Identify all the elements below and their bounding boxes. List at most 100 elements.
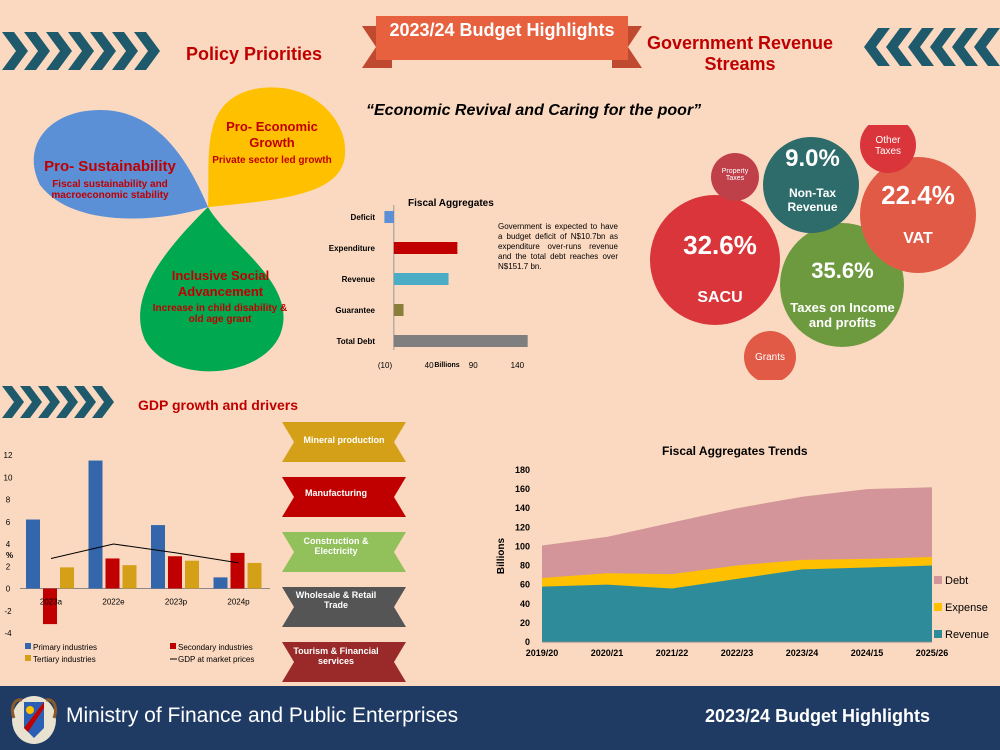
trend-ylabel: Billions — [496, 538, 507, 575]
fiscal-tick: 140 — [511, 361, 525, 370]
trend-ytick: 160 — [515, 484, 530, 494]
gdp-ytick: -4 — [4, 629, 12, 638]
driver-wholesale: Wholesale & Retail Trade — [295, 590, 377, 610]
gdp-ytick: 2 — [6, 562, 11, 571]
vat-pct: 22.4% — [881, 180, 955, 210]
fiscal-bar — [393, 273, 449, 285]
fiscal-bar — [393, 335, 528, 347]
gdp-bar — [230, 552, 245, 589]
gdp-ytick: -2 — [4, 607, 12, 616]
trend-legend-label: Revenue — [945, 629, 989, 641]
trend-xtick: 2020/21 — [591, 648, 624, 658]
footer-bar: Ministry of Finance and Public Enterpris… — [0, 686, 1000, 750]
gdp-chart: 12 10 8 6 4 2 0 -2 -4% 2023a 2022e 2023p 2024p Primar… — [4, 451, 270, 664]
driver-tourism: Tourism & Financial services — [293, 646, 379, 666]
trend-legend-swatch — [934, 630, 942, 638]
bubble-vat — [860, 157, 976, 273]
gdp-legend-swatch — [25, 655, 31, 661]
trend-xtick: 2022/23 — [721, 648, 754, 658]
trend-ytick: 0 — [525, 637, 530, 647]
revenue-title: Government Revenue Streams — [646, 33, 834, 74]
slogan: “Economic Revival and Caring for the poo… — [366, 102, 702, 119]
driver-banner — [282, 642, 406, 682]
fiscal-cat-label: Expenditure — [329, 244, 376, 253]
gdp-ytick: 10 — [4, 473, 13, 482]
policy-title: Policy Priorities — [186, 44, 323, 64]
bubble-sacu — [650, 195, 780, 325]
gdp-legend-label: Secondary industries — [178, 643, 253, 652]
trend-ytick: 60 — [520, 580, 530, 590]
footer-ministry-text: Ministry of Finance and Public Enterpris… — [66, 704, 459, 727]
driver-mineral: Mineral production — [303, 435, 385, 445]
trend-ytick: 20 — [520, 618, 530, 628]
gdp-ytick: 6 — [6, 518, 11, 527]
gdp-legend-label: Primary industries — [33, 643, 97, 652]
gdp-ytick: 8 — [6, 496, 11, 505]
petal-2-sub: Private sector led growth — [212, 155, 332, 166]
ribbon-title: 2023/24 Budget Highlights — [389, 20, 615, 40]
bubble-other-taxes — [860, 125, 916, 173]
sacu-pct: 32.6% — [683, 230, 757, 260]
petal-social — [140, 207, 284, 372]
gdp-chevrons-icon — [2, 386, 114, 418]
trends-title: Fiscal Aggregates Trends — [662, 444, 808, 458]
nontax-pct: 9.0% — [785, 145, 840, 172]
fiscal-cat-label: Deficit — [351, 213, 376, 222]
trend-legend-swatch — [934, 603, 942, 611]
driver-construction: Construction & Electricity — [303, 536, 369, 556]
title-ribbon — [362, 16, 642, 68]
petal-sustainability — [33, 110, 208, 219]
gdp-bar — [247, 562, 262, 589]
gdp-bar — [105, 558, 120, 589]
bubble-income-tax — [780, 223, 904, 347]
trend-ytick: 180 — [515, 465, 530, 475]
gdp-bar — [60, 567, 74, 589]
gdp-xtick: 2023a — [40, 598, 63, 607]
fiscal-cat-label: Guarantee — [335, 306, 375, 315]
fiscal-bar — [393, 304, 404, 316]
gdp-xtick: 2024p — [227, 598, 250, 607]
trend-area-revenue — [542, 565, 932, 642]
petal-1-title: Pro- Sustainability — [44, 158, 176, 175]
revenue-bubbles — [650, 125, 976, 380]
nontax-label: Non-Tax Revenue — [787, 186, 838, 214]
gdp-legend-swatch — [170, 643, 176, 649]
gdp-bar — [88, 460, 103, 589]
gdp-title: GDP growth and drivers — [138, 397, 298, 413]
trend-xtick: 2021/22 — [656, 648, 689, 658]
petal-growth — [208, 87, 346, 207]
trend-xtick: 2019/20 — [526, 648, 559, 658]
gdp-bar — [26, 519, 40, 589]
gdp-ytick: 0 — [6, 585, 11, 594]
fiscal-bar — [384, 211, 394, 223]
fiscal-tick: 90 — [469, 361, 478, 370]
trend-ytick: 140 — [515, 503, 530, 513]
trend-legend-label: Debt — [945, 575, 968, 587]
petal-3-sub: Increase in child disability & old age g… — [152, 303, 288, 325]
trend-legend-swatch — [934, 576, 942, 584]
gdp-bar — [185, 560, 199, 589]
gdp-legend-label: GDP at market prices — [178, 655, 254, 664]
gdp-xtick: 2022e — [102, 598, 125, 607]
footer-highlights: 2023/24 Budget Highlights — [705, 706, 931, 726]
driver-banner — [282, 532, 406, 572]
trend-ytick: 80 — [520, 561, 530, 571]
fiscal-xlabel: Billions — [434, 362, 459, 369]
driver-banner — [282, 477, 406, 517]
policy-petals — [33, 87, 346, 372]
petal-1-sub: Fiscal sustainability and macroeconomic … — [51, 179, 169, 201]
driver-manufacturing: Manufacturing — [305, 488, 367, 498]
trend-ytick: 40 — [520, 599, 530, 609]
gdp-ytick: 4 — [6, 540, 11, 549]
gdp-ytick: 12 — [4, 451, 13, 460]
income-label: Taxes on Income and profits — [790, 300, 895, 330]
driver-banner — [282, 587, 406, 627]
fiscal-cat-label: Total Debt — [336, 337, 375, 346]
trend-xtick: 2023/24 — [786, 648, 819, 658]
grants-label: Grants — [754, 352, 785, 363]
gdp-bar — [168, 556, 182, 589]
fiscal-chart-title: Fiscal Aggregates — [408, 198, 494, 209]
trend-xtick: 2025/26 — [916, 648, 949, 658]
coat-of-arms-icon — [10, 696, 58, 744]
gdp-ylabel: % — [6, 551, 13, 560]
